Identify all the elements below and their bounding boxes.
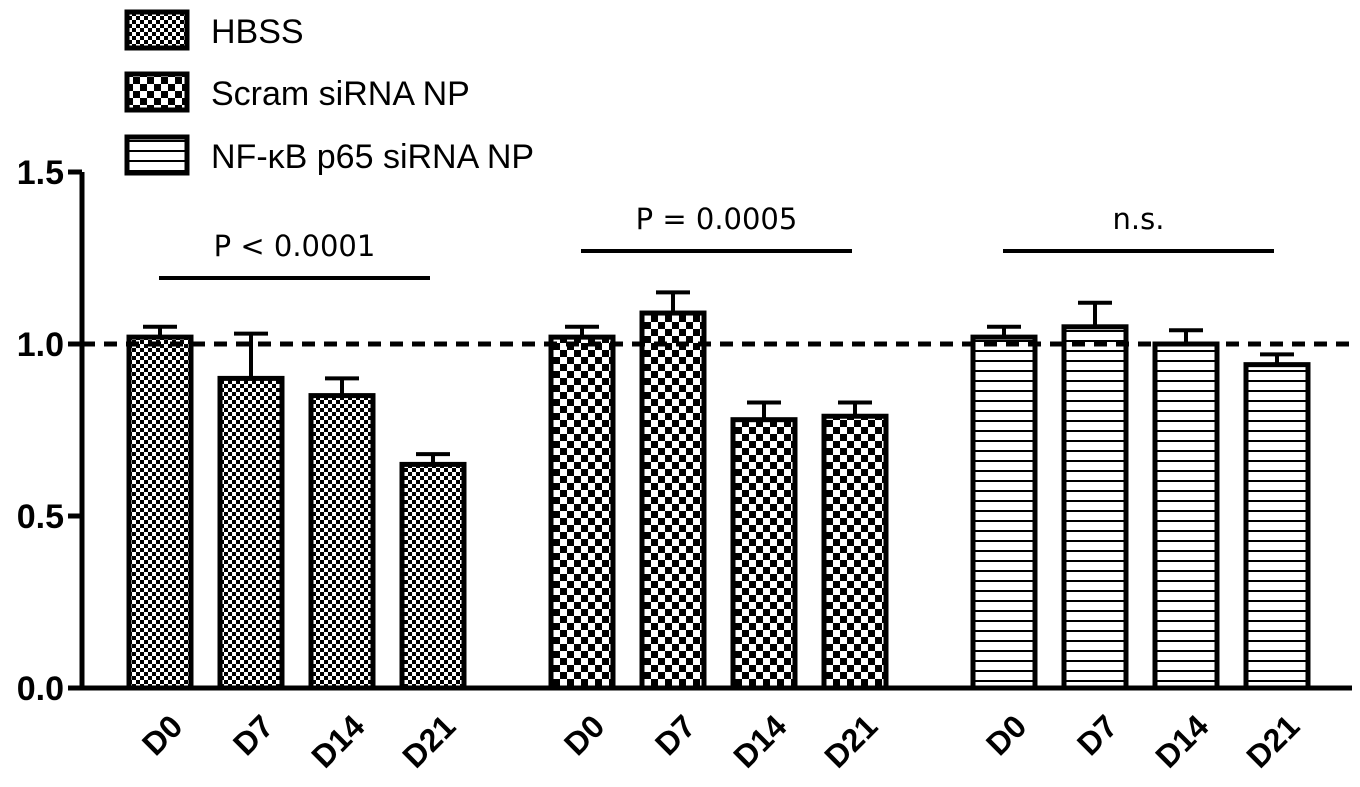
legend-label: HBSS xyxy=(211,13,304,51)
x-tick-label: D0 xyxy=(135,708,189,762)
error-bars-layer xyxy=(143,290,1294,465)
bar-1-d7 xyxy=(217,375,285,691)
x-tick-label: D14 xyxy=(1148,708,1215,775)
bar-3-d14 xyxy=(1152,341,1220,691)
comparison-label: P < 0.0001 xyxy=(214,229,376,263)
bars-layer xyxy=(126,310,1311,691)
legend-swatch xyxy=(124,9,190,51)
y-tick-label: 0.0 xyxy=(17,670,64,708)
bar-1-d14 xyxy=(308,393,376,691)
bar-2-d7 xyxy=(639,310,707,691)
legend-swatch xyxy=(124,71,190,113)
x-tick-label: D7 xyxy=(226,708,280,762)
bar-2-d21 xyxy=(821,413,889,691)
comparison-label: n.s. xyxy=(1113,202,1165,236)
x-tick-label: D7 xyxy=(648,708,702,762)
x-tick-label: D7 xyxy=(1070,708,1124,762)
x-tick-label: D21 xyxy=(395,708,462,775)
x-tick-label: D21 xyxy=(1239,708,1306,775)
legend-label: NF-κB p65 siRNA NP xyxy=(211,138,534,176)
bar-1-d0 xyxy=(126,334,194,691)
bar-3-d0 xyxy=(970,334,1038,691)
annotations-layer: P < 0.0001 P = 0.0005 n.s. xyxy=(82,202,1352,347)
x-tick-label: D0 xyxy=(557,708,611,762)
bar-3-d7 xyxy=(1061,324,1129,691)
x-tick-label: D21 xyxy=(817,708,884,775)
legend-label: Scram siRNA NP xyxy=(211,75,470,113)
bar-2-d14 xyxy=(730,417,798,691)
y-tick-label: 1.5 xyxy=(17,154,64,192)
legend-swatch xyxy=(124,134,190,176)
x-tick-label: D0 xyxy=(979,708,1033,762)
x-tick-label: D14 xyxy=(304,708,371,775)
y-tick-label: 1.0 xyxy=(17,326,64,364)
x-tick-label: D14 xyxy=(726,708,793,775)
bar-2-d0 xyxy=(548,334,616,691)
bar-3-d21 xyxy=(1243,362,1311,691)
comparison-label: P = 0.0005 xyxy=(636,202,798,236)
bar-1-d21 xyxy=(399,461,467,691)
y-tick-label: 0.5 xyxy=(17,498,64,536)
legend: HBSS Scram siRNA NP NF-κB p65 siRNA NP xyxy=(124,9,534,176)
